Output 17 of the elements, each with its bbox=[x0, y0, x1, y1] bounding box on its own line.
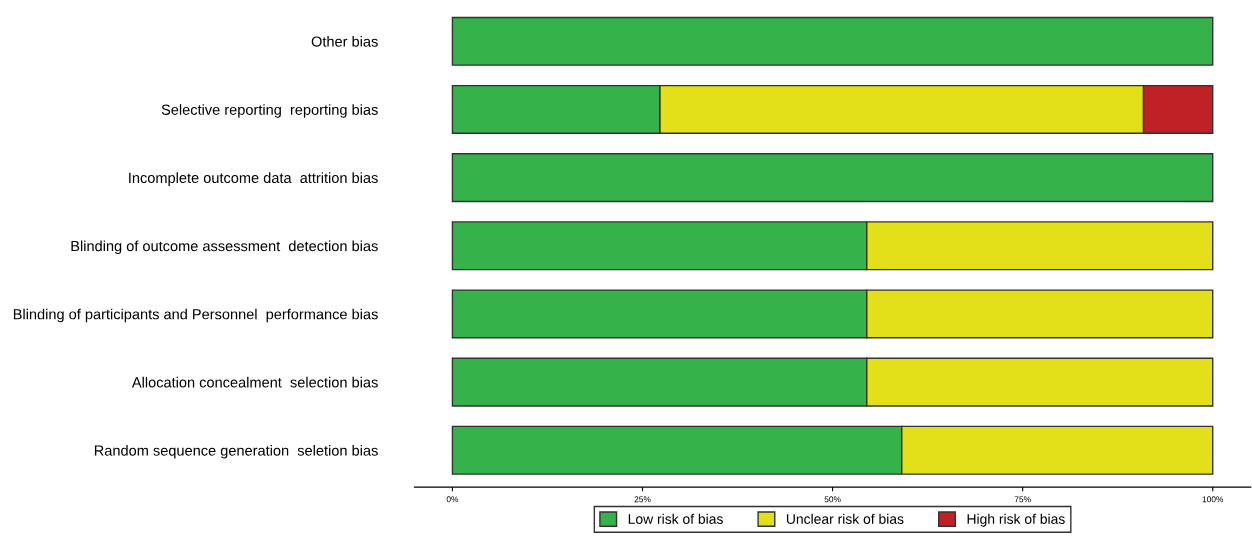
x-tick-label: 75% bbox=[1014, 496, 1031, 503]
x-tick-label: 50% bbox=[824, 496, 841, 503]
y-tick-label: Other bias bbox=[311, 36, 378, 47]
legend-label: Unclear risk of bias bbox=[786, 513, 904, 524]
bar bbox=[451, 16, 1214, 66]
x-tick-label: 100% bbox=[1202, 496, 1224, 503]
y-tick-label: Incomplete outcome data attrition bias bbox=[129, 172, 378, 186]
legend-label: Low risk of bias bbox=[628, 513, 723, 524]
y-tick-label: Selective reporting reporting bias bbox=[161, 104, 378, 118]
legend-label: High risk of bias bbox=[967, 513, 1065, 527]
y-tick-label: Blinding of participants and Personnel performance bias bbox=[13, 308, 378, 323]
x-tick-label: 0% bbox=[446, 496, 459, 503]
y-tick-label: Random sequence generation seletion bias bbox=[94, 444, 378, 459]
y-tick-label: Allocation concealment selection bias bbox=[131, 376, 378, 388]
x-tick-label: 25% bbox=[634, 496, 651, 503]
bar bbox=[451, 153, 1214, 203]
y-tick-label: Blinding of outcome assessment detection bias bbox=[71, 240, 378, 255]
